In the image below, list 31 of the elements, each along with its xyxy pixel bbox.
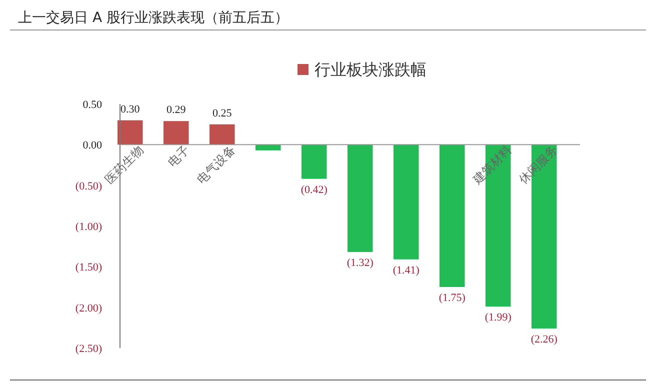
y-tick-label: (2.00)	[75, 302, 102, 314]
data-label: (2.26)	[530, 333, 558, 346]
bar	[439, 144, 465, 287]
bar	[163, 121, 189, 145]
bar	[209, 124, 235, 145]
data-label: (1.41)	[392, 264, 420, 276]
bar	[255, 144, 281, 150]
chart-title: 上一交易日 A 股行业涨跌表现（前五后五）	[18, 10, 288, 26]
y-tick-label: (1.00)	[75, 221, 102, 233]
x-tick-label: 建筑材料	[470, 142, 514, 188]
y-tick-label: (0.50)	[75, 180, 102, 192]
legend-label: 行业板块涨跌幅	[314, 60, 426, 79]
x-tick-label: 休闲服务	[516, 142, 560, 187]
data-label: 0.30	[120, 103, 140, 116]
x-tick-label: 医药生物	[102, 142, 146, 187]
data-label: (1.75)	[438, 292, 466, 304]
data-label: (1.99)	[484, 312, 512, 324]
x-tick-label: 电子	[165, 142, 192, 170]
bar	[117, 120, 143, 145]
data-label: 0.25	[212, 107, 232, 120]
y-tick-label: 0.00	[82, 140, 102, 152]
data-label: 0.29	[166, 104, 186, 116]
data-label: (1.32)	[346, 257, 374, 270]
y-tick-label: (2.50)	[75, 343, 102, 355]
x-tick-label: 电气设备	[194, 142, 238, 187]
y-tick-label: (1.50)	[75, 262, 102, 274]
bar	[347, 144, 373, 252]
y-tick-label: 0.50	[82, 99, 102, 111]
data-label: (0.42)	[300, 184, 328, 196]
bar	[301, 144, 327, 179]
bar	[393, 144, 419, 260]
